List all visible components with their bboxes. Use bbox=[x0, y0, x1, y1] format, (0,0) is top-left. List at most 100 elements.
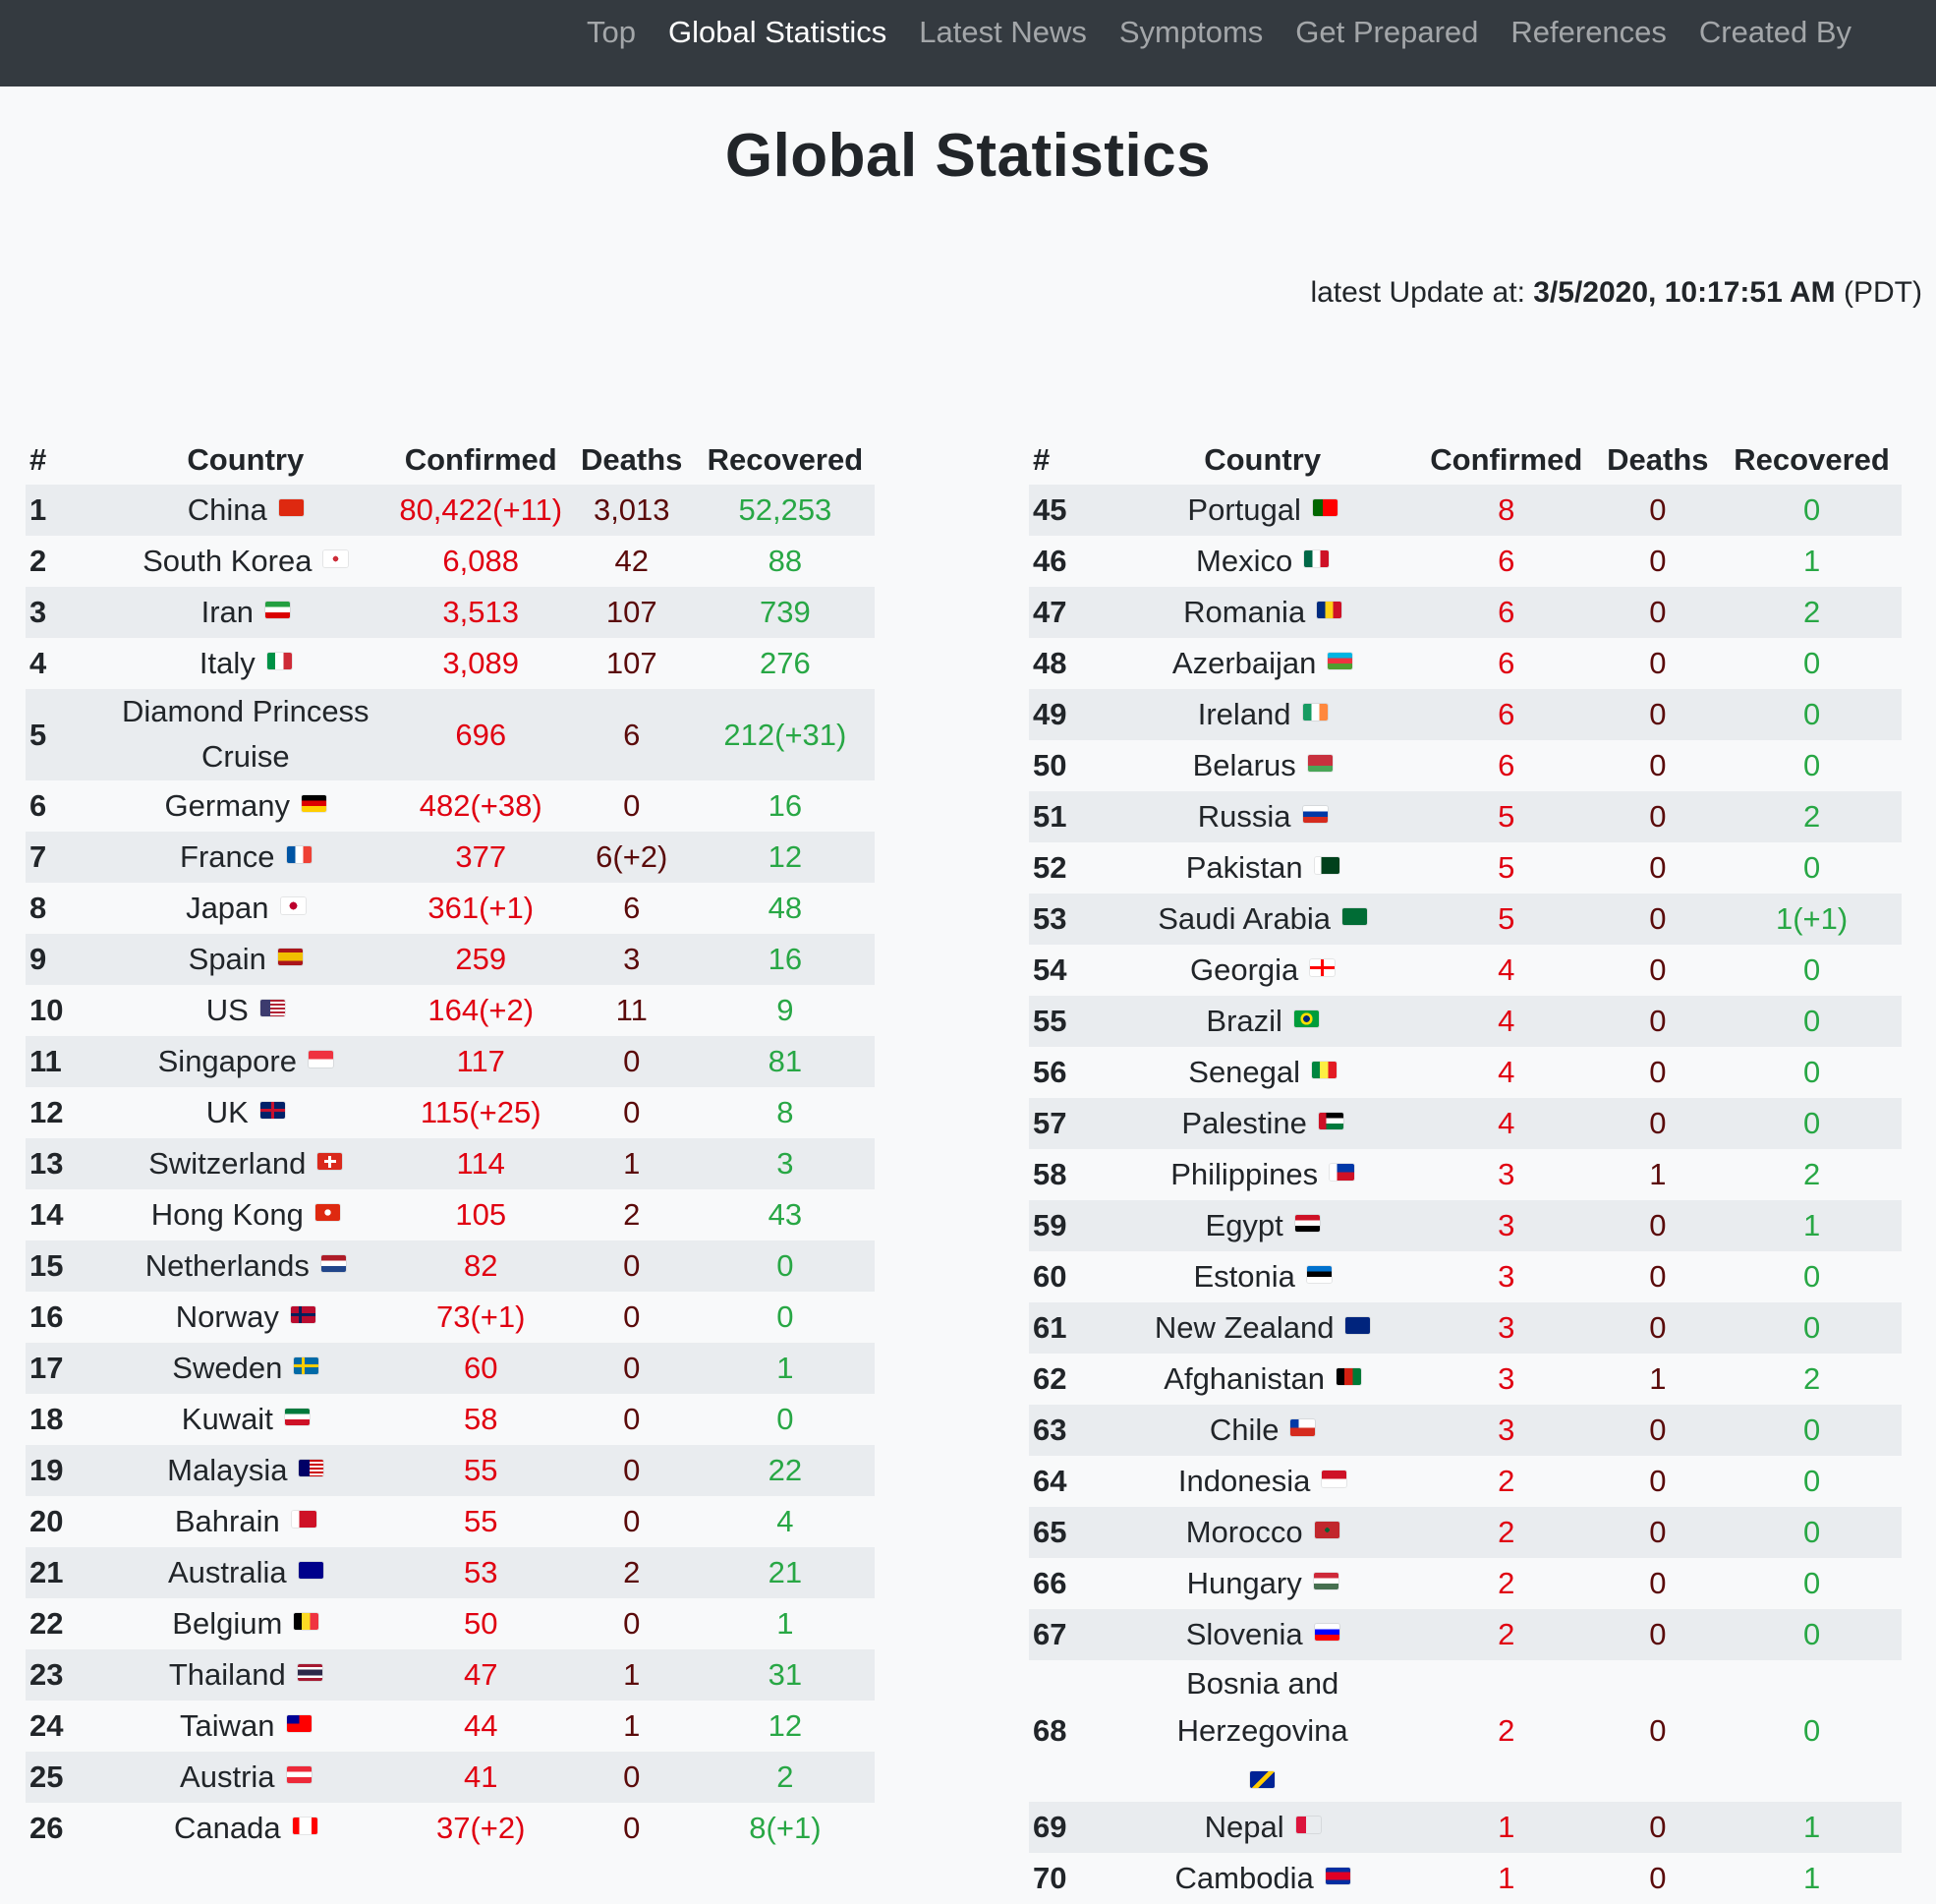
country-cell: France bbox=[97, 832, 394, 883]
recovered-cell: 2 bbox=[1802, 1157, 1821, 1191]
recovered-cell: 88 bbox=[768, 544, 803, 578]
table-row: 69 Nepal 1 0 1 bbox=[1029, 1802, 1902, 1853]
col-header-deaths[interactable]: Deaths bbox=[581, 442, 683, 477]
confirmed-cell: 8 bbox=[1498, 492, 1515, 527]
country-name: Azerbaijan bbox=[1171, 646, 1317, 680]
recovered-cell: 0 bbox=[1802, 1713, 1821, 1748]
country-name: Mexico bbox=[1196, 544, 1293, 578]
recovered-cell: 0 bbox=[1802, 1259, 1821, 1294]
rank-cell: 8 bbox=[29, 891, 47, 925]
country-name: Saudi Arabia bbox=[1158, 901, 1332, 936]
table-row: 20 Bahrain 55 0 4 bbox=[26, 1496, 875, 1547]
confirmed-cell: 44 bbox=[463, 1708, 498, 1743]
col-header-country[interactable]: Country bbox=[1204, 442, 1322, 477]
country-cell: Morocco bbox=[1106, 1507, 1419, 1558]
col-header-rank[interactable]: # bbox=[29, 442, 47, 477]
country-cell: China bbox=[97, 485, 394, 536]
table-row: 60 Estonia 3 0 0 bbox=[1029, 1251, 1902, 1302]
japan-flag-icon bbox=[280, 897, 306, 915]
deaths-cell: 0 bbox=[623, 1453, 641, 1487]
table-row: 1 China 80,422(+11) 3,013 52,253 bbox=[26, 485, 875, 536]
rank-cell: 48 bbox=[1033, 646, 1067, 680]
country-cell: New Zealand bbox=[1106, 1302, 1419, 1354]
country-cell: Belarus bbox=[1106, 740, 1419, 791]
russia-flag-icon bbox=[1302, 806, 1328, 824]
rank-cell: 22 bbox=[29, 1606, 64, 1641]
nav-link-latest-news[interactable]: Latest News bbox=[919, 15, 1087, 49]
col-header-rank[interactable]: # bbox=[1033, 442, 1051, 477]
table-body-right: 45 Portugal 8 0 0 46 Mexico 6 0 1 47 Romania 6 0 2 48 Az… bbox=[1029, 485, 1902, 1904]
confirmed-cell: 6,088 bbox=[442, 544, 519, 578]
country-name: Senegal bbox=[1188, 1055, 1301, 1089]
col-header-recovered[interactable]: Recovered bbox=[1734, 442, 1890, 477]
deaths-cell: 0 bbox=[1649, 748, 1667, 782]
country-name: Slovenia bbox=[1185, 1617, 1303, 1651]
spain-flag-icon bbox=[277, 949, 303, 966]
table-row: 9 Spain 259 3 16 bbox=[26, 934, 875, 985]
recovered-cell: 0 bbox=[1802, 1566, 1821, 1600]
recovered-cell: 12 bbox=[768, 839, 803, 874]
col-header-confirmed[interactable]: Confirmed bbox=[404, 442, 557, 477]
table-row: 64 Indonesia 2 0 0 bbox=[1029, 1456, 1902, 1507]
nav-link-global-statistics[interactable]: Global Statistics bbox=[668, 15, 887, 49]
deaths-cell: 11 bbox=[615, 993, 648, 1027]
rank-cell: 47 bbox=[1033, 595, 1067, 629]
rank-cell: 7 bbox=[29, 839, 47, 874]
confirmed-cell: 41 bbox=[463, 1760, 498, 1794]
table-row: 19 Malaysia 55 0 22 bbox=[26, 1445, 875, 1496]
nav-link-symptoms[interactable]: Symptoms bbox=[1118, 15, 1264, 49]
country-name: Malaysia bbox=[167, 1453, 288, 1487]
recovered-cell: 4 bbox=[776, 1504, 794, 1538]
rank-cell: 5 bbox=[29, 717, 47, 752]
recovered-cell: 0 bbox=[1802, 646, 1821, 680]
nav-link-top[interactable]: Top bbox=[587, 15, 637, 49]
table-row: 45 Portugal 8 0 0 bbox=[1029, 485, 1902, 536]
table-row: 46 Mexico 6 0 1 bbox=[1029, 536, 1902, 587]
rank-cell: 9 bbox=[29, 942, 47, 976]
portugal-flag-icon bbox=[1312, 499, 1338, 517]
table-row: 49 Ireland 6 0 0 bbox=[1029, 689, 1902, 740]
chile-flag-icon bbox=[1290, 1419, 1316, 1437]
france-flag-icon bbox=[286, 846, 312, 864]
col-header-country[interactable]: Country bbox=[187, 442, 305, 477]
country-cell: Bosnia and Herzegovina bbox=[1106, 1660, 1419, 1802]
confirmed-cell: 3 bbox=[1498, 1413, 1515, 1447]
table-row: 14 Hong Kong 105 2 43 bbox=[26, 1189, 875, 1240]
rank-cell: 4 bbox=[29, 646, 47, 680]
nav-link-created-by[interactable]: Created By bbox=[1698, 15, 1851, 49]
country-name: Philippines bbox=[1170, 1157, 1319, 1191]
rank-cell: 17 bbox=[29, 1351, 64, 1385]
confirmed-cell: 361(+1) bbox=[427, 891, 535, 925]
confirmed-cell: 114 bbox=[456, 1146, 505, 1181]
deaths-cell: 0 bbox=[623, 1402, 641, 1436]
deaths-cell: 0 bbox=[1649, 1713, 1667, 1748]
recovered-cell: 0 bbox=[1802, 1106, 1821, 1140]
germany-flag-icon bbox=[302, 795, 327, 813]
country-name: Sweden bbox=[172, 1351, 283, 1385]
georgia-flag-icon bbox=[1310, 959, 1336, 977]
recovered-cell: 2 bbox=[1802, 799, 1821, 834]
update-prefix: latest Update at: bbox=[1310, 276, 1534, 309]
country-name: Australia bbox=[167, 1555, 287, 1589]
col-header-deaths[interactable]: Deaths bbox=[1607, 442, 1709, 477]
rank-cell: 64 bbox=[1033, 1464, 1067, 1498]
confirmed-cell: 3,513 bbox=[442, 595, 519, 629]
recovered-cell: 1 bbox=[1802, 1810, 1821, 1844]
rank-cell: 58 bbox=[1033, 1157, 1067, 1191]
recovered-cell: 2 bbox=[1802, 1361, 1821, 1396]
recovered-cell: 9 bbox=[776, 993, 794, 1027]
rank-cell: 3 bbox=[29, 595, 47, 629]
country-name: Switzerland bbox=[148, 1146, 307, 1181]
country-cell: UK bbox=[97, 1087, 394, 1138]
nav-link-get-prepared[interactable]: Get Prepared bbox=[1295, 15, 1479, 49]
confirmed-cell: 3 bbox=[1498, 1361, 1515, 1396]
nav-link-references[interactable]: References bbox=[1510, 15, 1667, 49]
afghanistan-flag-icon bbox=[1337, 1368, 1362, 1386]
rank-cell: 11 bbox=[29, 1044, 62, 1078]
col-header-recovered[interactable]: Recovered bbox=[707, 442, 864, 477]
deaths-cell: 0 bbox=[1649, 952, 1667, 987]
deaths-cell: 0 bbox=[1649, 799, 1667, 834]
col-header-confirmed[interactable]: Confirmed bbox=[1430, 442, 1583, 477]
country-cell: Cambodia bbox=[1106, 1853, 1419, 1904]
country-cell: Indonesia bbox=[1106, 1456, 1419, 1507]
